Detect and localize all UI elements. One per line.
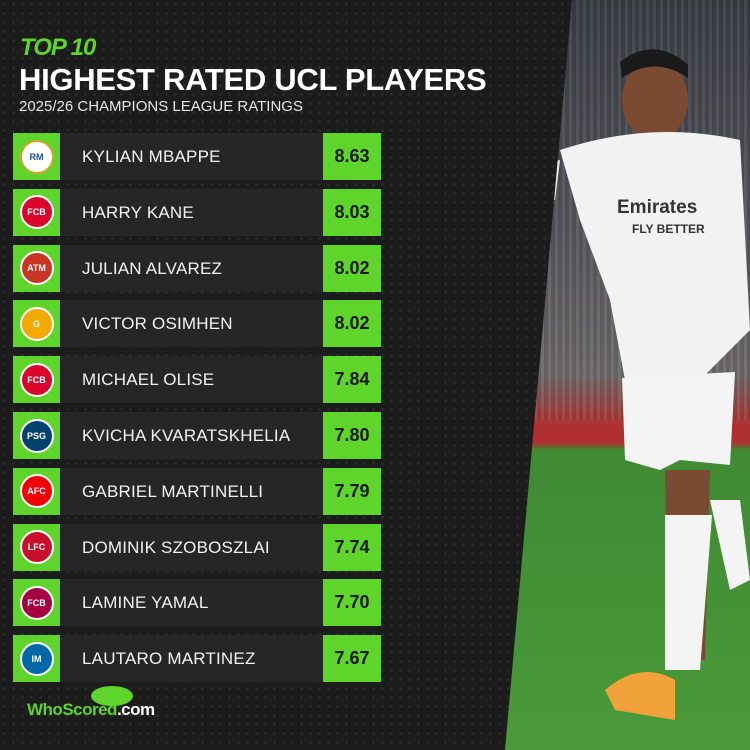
list-item: ATM JULIAN ALVAREZ 8.02 (13, 244, 381, 292)
list-item: G VICTOR OSIMHEN 8.02 (13, 300, 381, 348)
player-rating: 7.70 (323, 579, 381, 627)
liverpool-crest-icon: LFC (19, 530, 54, 565)
player-name: HARRY KANE (82, 202, 194, 222)
bayern-munich-crest-icon: FCB (19, 195, 54, 230)
player-name: JULIAN ALVAREZ (82, 258, 223, 278)
list-item: FCB MICHAEL OLISE 7.84 (13, 356, 381, 404)
player-rating: 8.02 (323, 244, 381, 292)
list-item: RM KYLIAN MBAPPE 8.63 (13, 133, 381, 180)
galatasaray-crest-icon: G (19, 306, 54, 341)
player-rating: 8.63 (323, 133, 381, 180)
whoscored-logo: WhoScored.com (27, 686, 155, 720)
shirt-tagline: FLY BETTER (632, 222, 705, 236)
club-badge: LFC (13, 523, 60, 571)
list-item: FCB LAMINE YAMAL 7.70 (13, 579, 381, 627)
atletico-madrid-crest-icon: ATM (19, 251, 54, 286)
player-rating: 8.02 (323, 300, 381, 348)
arsenal-crest-icon: AFC (19, 474, 54, 509)
player-rating: 7.67 (323, 635, 381, 683)
bayern-munich-crest-icon: FCB (19, 362, 54, 397)
player-rating: 7.80 (323, 412, 381, 459)
club-badge: FCB (13, 188, 60, 236)
question-mark-icon (91, 686, 133, 706)
player-name: VICTOR OSIMHEN (82, 314, 233, 334)
subtitle: 2025/26 CHAMPIONS LEAGUE RATINGS (19, 98, 303, 115)
player-name: GABRIEL MARTINELLI (82, 481, 264, 501)
player-name: DOMINIK SZOBOSZLAI (82, 537, 270, 557)
logo-text: WhoScored (27, 700, 117, 719)
player-name: KYLIAN MBAPPE (82, 147, 221, 166)
player-name: LAMINE YAMAL (82, 593, 209, 613)
club-badge: IM (13, 635, 60, 683)
player-rating: 7.79 (323, 467, 381, 515)
page-title: HIGHEST RATED UCL PLAYERS (19, 62, 487, 97)
list-item: PSG KVICHA KVARATSKHELIA 7.80 (13, 412, 381, 459)
list-item: LFC DOMINIK SZOBOSZLAI 7.74 (13, 523, 381, 571)
psg-crest-icon: PSG (19, 418, 54, 453)
barcelona-crest-icon: FCB (19, 585, 54, 620)
club-badge: ATM (13, 244, 60, 292)
shirt-sponsor: Emirates (617, 197, 697, 218)
player-name: KVICHA KVARATSKHELIA (82, 426, 291, 445)
club-badge: PSG (13, 412, 60, 459)
list-item: AFC GABRIEL MARTINELLI 7.79 (13, 467, 381, 515)
list-item: FCB HARRY KANE 8.03 (13, 188, 381, 236)
club-badge: G (13, 300, 60, 348)
club-badge: FCB (13, 356, 60, 404)
player-rating: 8.03 (323, 188, 381, 236)
real-madrid-crest-icon: RM (19, 139, 54, 174)
logo-domain: .com (116, 700, 155, 719)
club-badge: AFC (13, 467, 60, 515)
player-rating: 7.74 (323, 523, 381, 571)
inter-milan-crest-icon: IM (19, 641, 54, 676)
club-badge: RM (13, 133, 60, 180)
kicker: TOP 10 (20, 34, 96, 61)
list-item: IM LAUTARO MARTINEZ 7.67 (13, 635, 381, 683)
club-badge: FCB (13, 579, 60, 627)
player-rating: 7.84 (323, 356, 381, 404)
player-name: LAUTARO MARTINEZ (82, 649, 256, 669)
player-name: MICHAEL OLISE (82, 370, 215, 390)
